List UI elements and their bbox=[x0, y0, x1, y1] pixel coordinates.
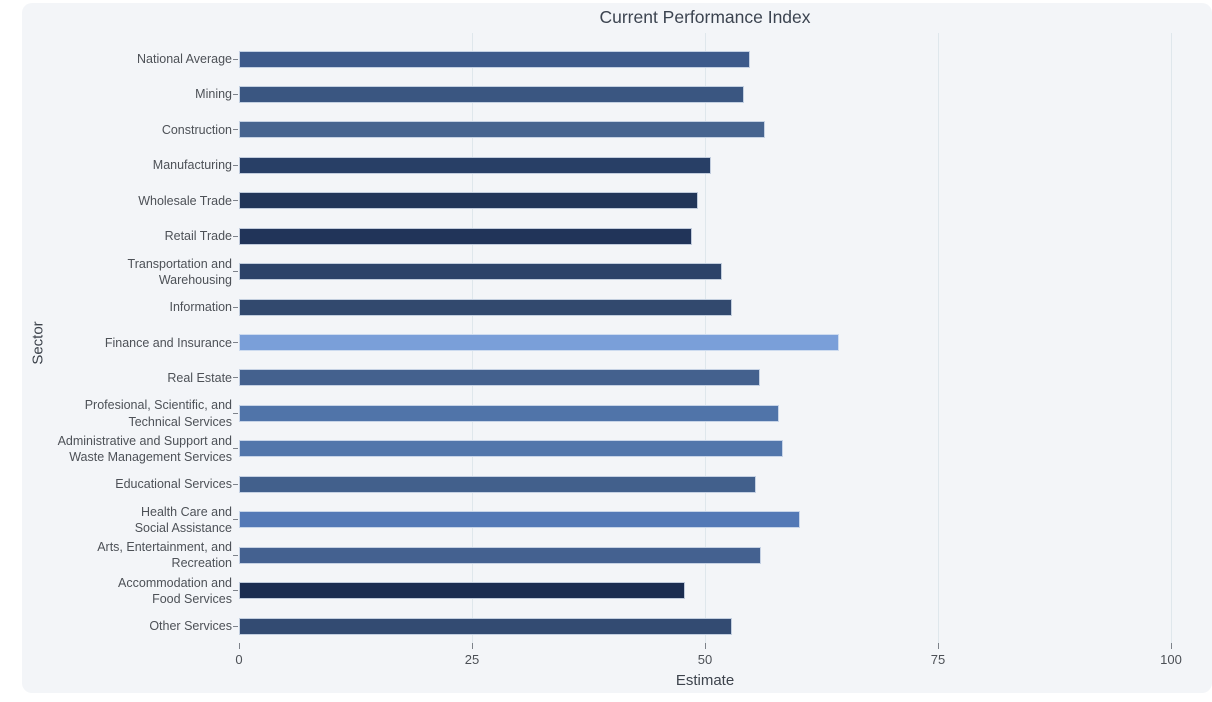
bar[interactable] bbox=[239, 511, 801, 529]
bar[interactable] bbox=[239, 85, 745, 103]
x-gridline bbox=[937, 33, 939, 645]
x-tick-label: 0 bbox=[235, 652, 243, 667]
y-tick-mark bbox=[233, 519, 238, 521]
y-tick-mark bbox=[233, 93, 238, 95]
y-tick-label: Retail Trade bbox=[164, 229, 232, 244]
bar[interactable] bbox=[239, 475, 757, 493]
y-tick-mark bbox=[233, 164, 238, 166]
y-tick-label: Profesional, Scientific, and Technical S… bbox=[84, 398, 232, 429]
y-tick-mark bbox=[233, 377, 238, 379]
bar[interactable] bbox=[239, 156, 711, 174]
bar[interactable] bbox=[239, 617, 733, 635]
y-tick-mark bbox=[233, 448, 238, 450]
y-tick-label: Manufacturing bbox=[152, 158, 232, 173]
y-tick-label: Arts, Entertainment, and Recreation bbox=[97, 539, 232, 571]
y-tick-mark bbox=[233, 306, 238, 308]
bar[interactable] bbox=[239, 192, 699, 210]
y-tick-label: National Average bbox=[137, 51, 232, 66]
bar[interactable] bbox=[239, 50, 750, 68]
bar[interactable] bbox=[239, 263, 722, 281]
y-tick-mark bbox=[233, 412, 238, 414]
bar[interactable] bbox=[239, 582, 686, 600]
x-tick-mark bbox=[704, 643, 706, 649]
bar[interactable] bbox=[239, 369, 760, 387]
y-tick-mark bbox=[233, 235, 238, 237]
y-tick-mark bbox=[233, 342, 238, 344]
y-tick-label: Administrative and Support and Waste Man… bbox=[57, 433, 232, 464]
x-tick-mark bbox=[1170, 643, 1172, 649]
y-tick-mark bbox=[233, 590, 238, 592]
bar[interactable] bbox=[239, 440, 784, 458]
y-tick-mark bbox=[233, 554, 238, 556]
x-tick-label: 75 bbox=[930, 652, 946, 667]
y-tick-mark bbox=[233, 200, 238, 202]
y-tick-label: Construction bbox=[161, 122, 232, 137]
y-tick-label: Wholesale Trade bbox=[138, 193, 232, 208]
x-tick-mark bbox=[471, 643, 473, 649]
y-tick-label: Accommodation and Food Services bbox=[118, 575, 232, 606]
x-tick-label: 100 bbox=[1160, 652, 1182, 667]
x-gridline bbox=[1170, 33, 1172, 645]
bar[interactable] bbox=[239, 404, 779, 422]
y-tick-mark bbox=[233, 129, 238, 131]
chart-title: Current Performance Index bbox=[599, 7, 811, 27]
y-tick-label: Mining bbox=[195, 87, 232, 102]
bar[interactable] bbox=[239, 121, 765, 139]
y-tick-mark bbox=[233, 58, 238, 60]
bar[interactable] bbox=[239, 227, 692, 245]
y-tick-label: Finance and Insurance bbox=[104, 335, 232, 350]
bar[interactable] bbox=[239, 298, 733, 316]
x-tick-label: 25 bbox=[464, 652, 480, 667]
x-tick-mark bbox=[937, 643, 939, 649]
bar[interactable] bbox=[239, 546, 761, 564]
y-tick-label: Educational Services bbox=[115, 477, 232, 492]
y-tick-label: Other Services bbox=[149, 618, 232, 633]
y-tick-mark bbox=[233, 625, 238, 627]
y-tick-label: Real Estate bbox=[167, 370, 232, 385]
y-tick-label: Health Care and Social Assistance bbox=[134, 504, 232, 535]
x-tick-mark bbox=[238, 643, 240, 649]
x-axis-title: Estimate bbox=[675, 672, 735, 689]
y-tick-label: Transportation and Warehousing bbox=[127, 256, 232, 287]
y-tick-label: Information bbox=[169, 299, 232, 314]
y-tick-mark bbox=[233, 483, 238, 485]
y-tick-mark bbox=[233, 271, 238, 273]
bar[interactable] bbox=[239, 334, 840, 352]
x-tick-label: 50 bbox=[697, 652, 713, 667]
